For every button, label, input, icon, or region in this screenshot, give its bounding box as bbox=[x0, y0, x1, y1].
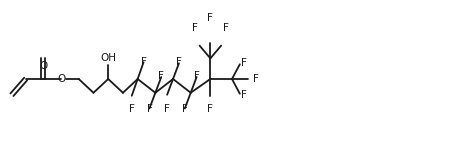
Text: F: F bbox=[207, 13, 213, 23]
Text: F: F bbox=[158, 71, 164, 81]
Text: F: F bbox=[207, 104, 213, 114]
Text: F: F bbox=[223, 23, 229, 33]
Text: F: F bbox=[194, 71, 200, 81]
Text: F: F bbox=[176, 57, 182, 67]
Text: F: F bbox=[146, 104, 152, 114]
Text: OH: OH bbox=[100, 53, 116, 63]
Text: F: F bbox=[164, 104, 170, 114]
Text: F: F bbox=[129, 104, 135, 114]
Text: O: O bbox=[57, 74, 65, 84]
Text: F: F bbox=[192, 23, 198, 33]
Text: F: F bbox=[182, 104, 188, 114]
Text: O: O bbox=[39, 61, 48, 71]
Text: F: F bbox=[140, 57, 146, 67]
Text: F: F bbox=[253, 74, 259, 84]
Text: F: F bbox=[241, 58, 247, 68]
Text: F: F bbox=[241, 90, 247, 100]
